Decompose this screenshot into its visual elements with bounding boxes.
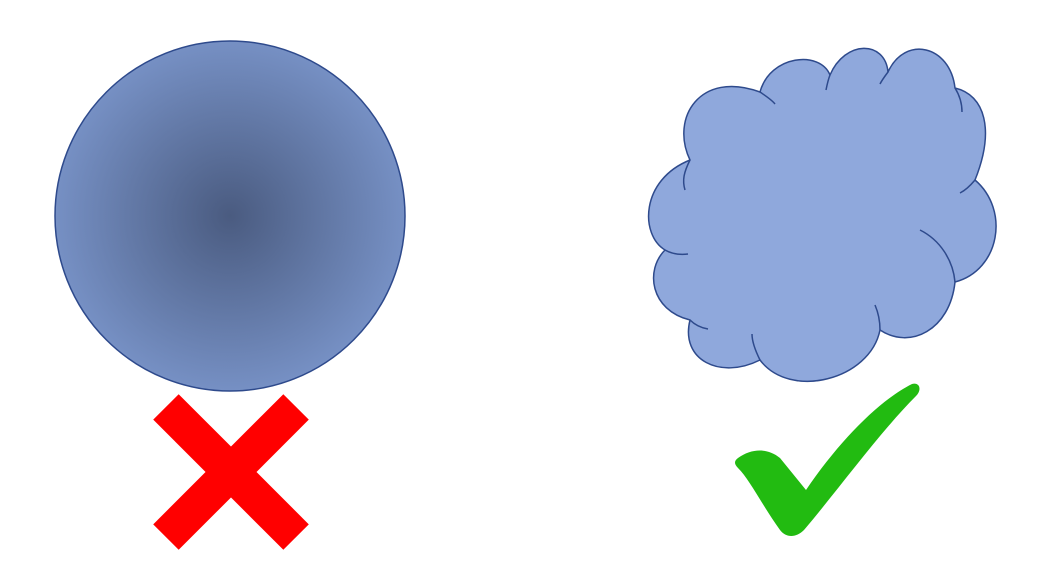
sphere-shape (54, 40, 406, 392)
check-mark-icon (735, 383, 920, 536)
cross-mark-icon (153, 394, 309, 550)
cloud-shape (647, 47, 997, 383)
